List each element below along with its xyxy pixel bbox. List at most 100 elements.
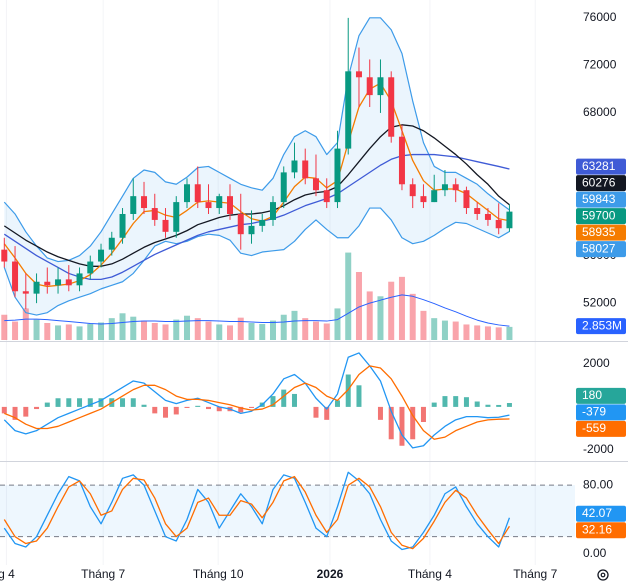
- moving-average-line: [3, 153, 510, 281]
- candle-body: [302, 160, 309, 179]
- histogram-bar: [388, 406, 394, 440]
- volume-bar: [463, 324, 470, 340]
- volume-bar: [87, 323, 94, 340]
- candle-body: [334, 148, 341, 203]
- histogram-bar: [485, 404, 491, 407]
- price-badge-label: 180: [582, 388, 602, 402]
- candle-body: [312, 178, 319, 191]
- price-badge-label: 60276: [582, 175, 616, 189]
- histogram-bar: [474, 401, 480, 407]
- candle-body: [151, 208, 158, 220]
- volume-bar: [216, 324, 223, 340]
- histogram-bar: [87, 398, 93, 407]
- x-tick-label: 2026: [317, 567, 344, 581]
- candle-body: [162, 219, 169, 232]
- y-tick-label: 52000: [583, 295, 617, 309]
- candle-body: [130, 196, 137, 214]
- y-tick-label: 76000: [583, 10, 617, 24]
- histogram-bar: [173, 406, 179, 415]
- volume-bar: [388, 281, 395, 340]
- price-badge: [576, 158, 626, 175]
- volume-bar: [76, 326, 83, 340]
- volume-bar: [119, 313, 126, 340]
- candle-body: [44, 281, 51, 286]
- x-tick-label: Tháng 10: [193, 567, 244, 581]
- histogram-bar: [313, 406, 319, 418]
- volume-bar: [409, 293, 416, 340]
- histogram-bar: [141, 404, 147, 407]
- candle-body: [1, 249, 8, 262]
- histogram-bar: [248, 406, 254, 408]
- candle-body: [291, 160, 298, 173]
- x-tick-label: Tháng 7: [81, 567, 125, 581]
- histogram-bar: [163, 406, 169, 418]
- settings-icon[interactable]: [597, 569, 609, 581]
- histogram-bar: [206, 406, 212, 410]
- y-tick-label: 68000: [583, 105, 617, 119]
- k-line: [3, 471, 511, 551]
- volume-bar: [377, 296, 384, 340]
- signal-line: [4, 365, 510, 440]
- x-tick-label: Tháng 4: [408, 567, 452, 581]
- candle-body: [506, 211, 513, 229]
- volume-bar: [355, 272, 362, 340]
- histogram-bar: [453, 396, 459, 407]
- volume-bar: [1, 314, 8, 340]
- histogram-bar: [506, 403, 512, 407]
- volume-bar: [130, 316, 137, 340]
- volume-bar: [441, 320, 448, 340]
- histogram-bar: [130, 398, 136, 407]
- candle-body: [463, 190, 470, 209]
- volume-bar: [65, 324, 72, 340]
- price-badge: [576, 387, 626, 404]
- candle-body: [22, 291, 29, 294]
- volume-bar: [398, 276, 405, 340]
- histogram-bar: [98, 398, 104, 407]
- price-badge-label: 42.07: [582, 506, 612, 520]
- volume-bar: [44, 323, 51, 340]
- candle-body: [227, 196, 233, 214]
- price-badge-label: 58935: [582, 225, 616, 239]
- histogram-bar: [152, 406, 158, 414]
- volume-bar: [151, 323, 158, 340]
- candle-body: [452, 184, 459, 191]
- volume-bar: [291, 310, 298, 340]
- price-badge-label: 59700: [582, 208, 616, 222]
- price-badge-label: 58027: [582, 241, 616, 255]
- candle-body: [474, 208, 481, 214]
- histogram-bar: [431, 402, 437, 407]
- histogram-bar: [420, 406, 426, 423]
- candle-body: [55, 279, 62, 286]
- candle-body: [388, 77, 395, 137]
- moving-average-line: [3, 82, 510, 288]
- price-badge: [576, 175, 626, 192]
- price-badge-label: 2.853M: [582, 318, 622, 332]
- price-badge: [576, 208, 626, 225]
- volume-bar: [474, 325, 481, 340]
- candle-body: [420, 196, 427, 203]
- volume-bar: [194, 318, 201, 340]
- bollinger-upper: [3, 17, 510, 263]
- candle-body: [76, 273, 83, 286]
- candle-body: [355, 71, 362, 78]
- price-badge: [576, 522, 626, 539]
- y-tick-label: 80.00: [583, 477, 613, 491]
- histogram-bar: [184, 406, 190, 408]
- candle-body: [366, 77, 373, 96]
- volume-bar: [269, 320, 276, 340]
- volume-bar: [33, 319, 40, 340]
- histogram-bar: [334, 400, 340, 407]
- candle-body: [184, 184, 191, 203]
- price-badge: [576, 191, 626, 208]
- volume-bar: [302, 318, 309, 340]
- x-tick-label: g 4: [0, 567, 15, 581]
- candle-body: [484, 213, 491, 220]
- price-badge: [576, 318, 626, 335]
- histogram-bar: [324, 406, 330, 420]
- price-badge-label: -559: [582, 421, 606, 435]
- candle-body: [280, 172, 287, 203]
- volume-bar: [259, 323, 266, 340]
- volume-bar: [141, 320, 148, 340]
- x-tick-label: Tháng 7: [513, 567, 557, 581]
